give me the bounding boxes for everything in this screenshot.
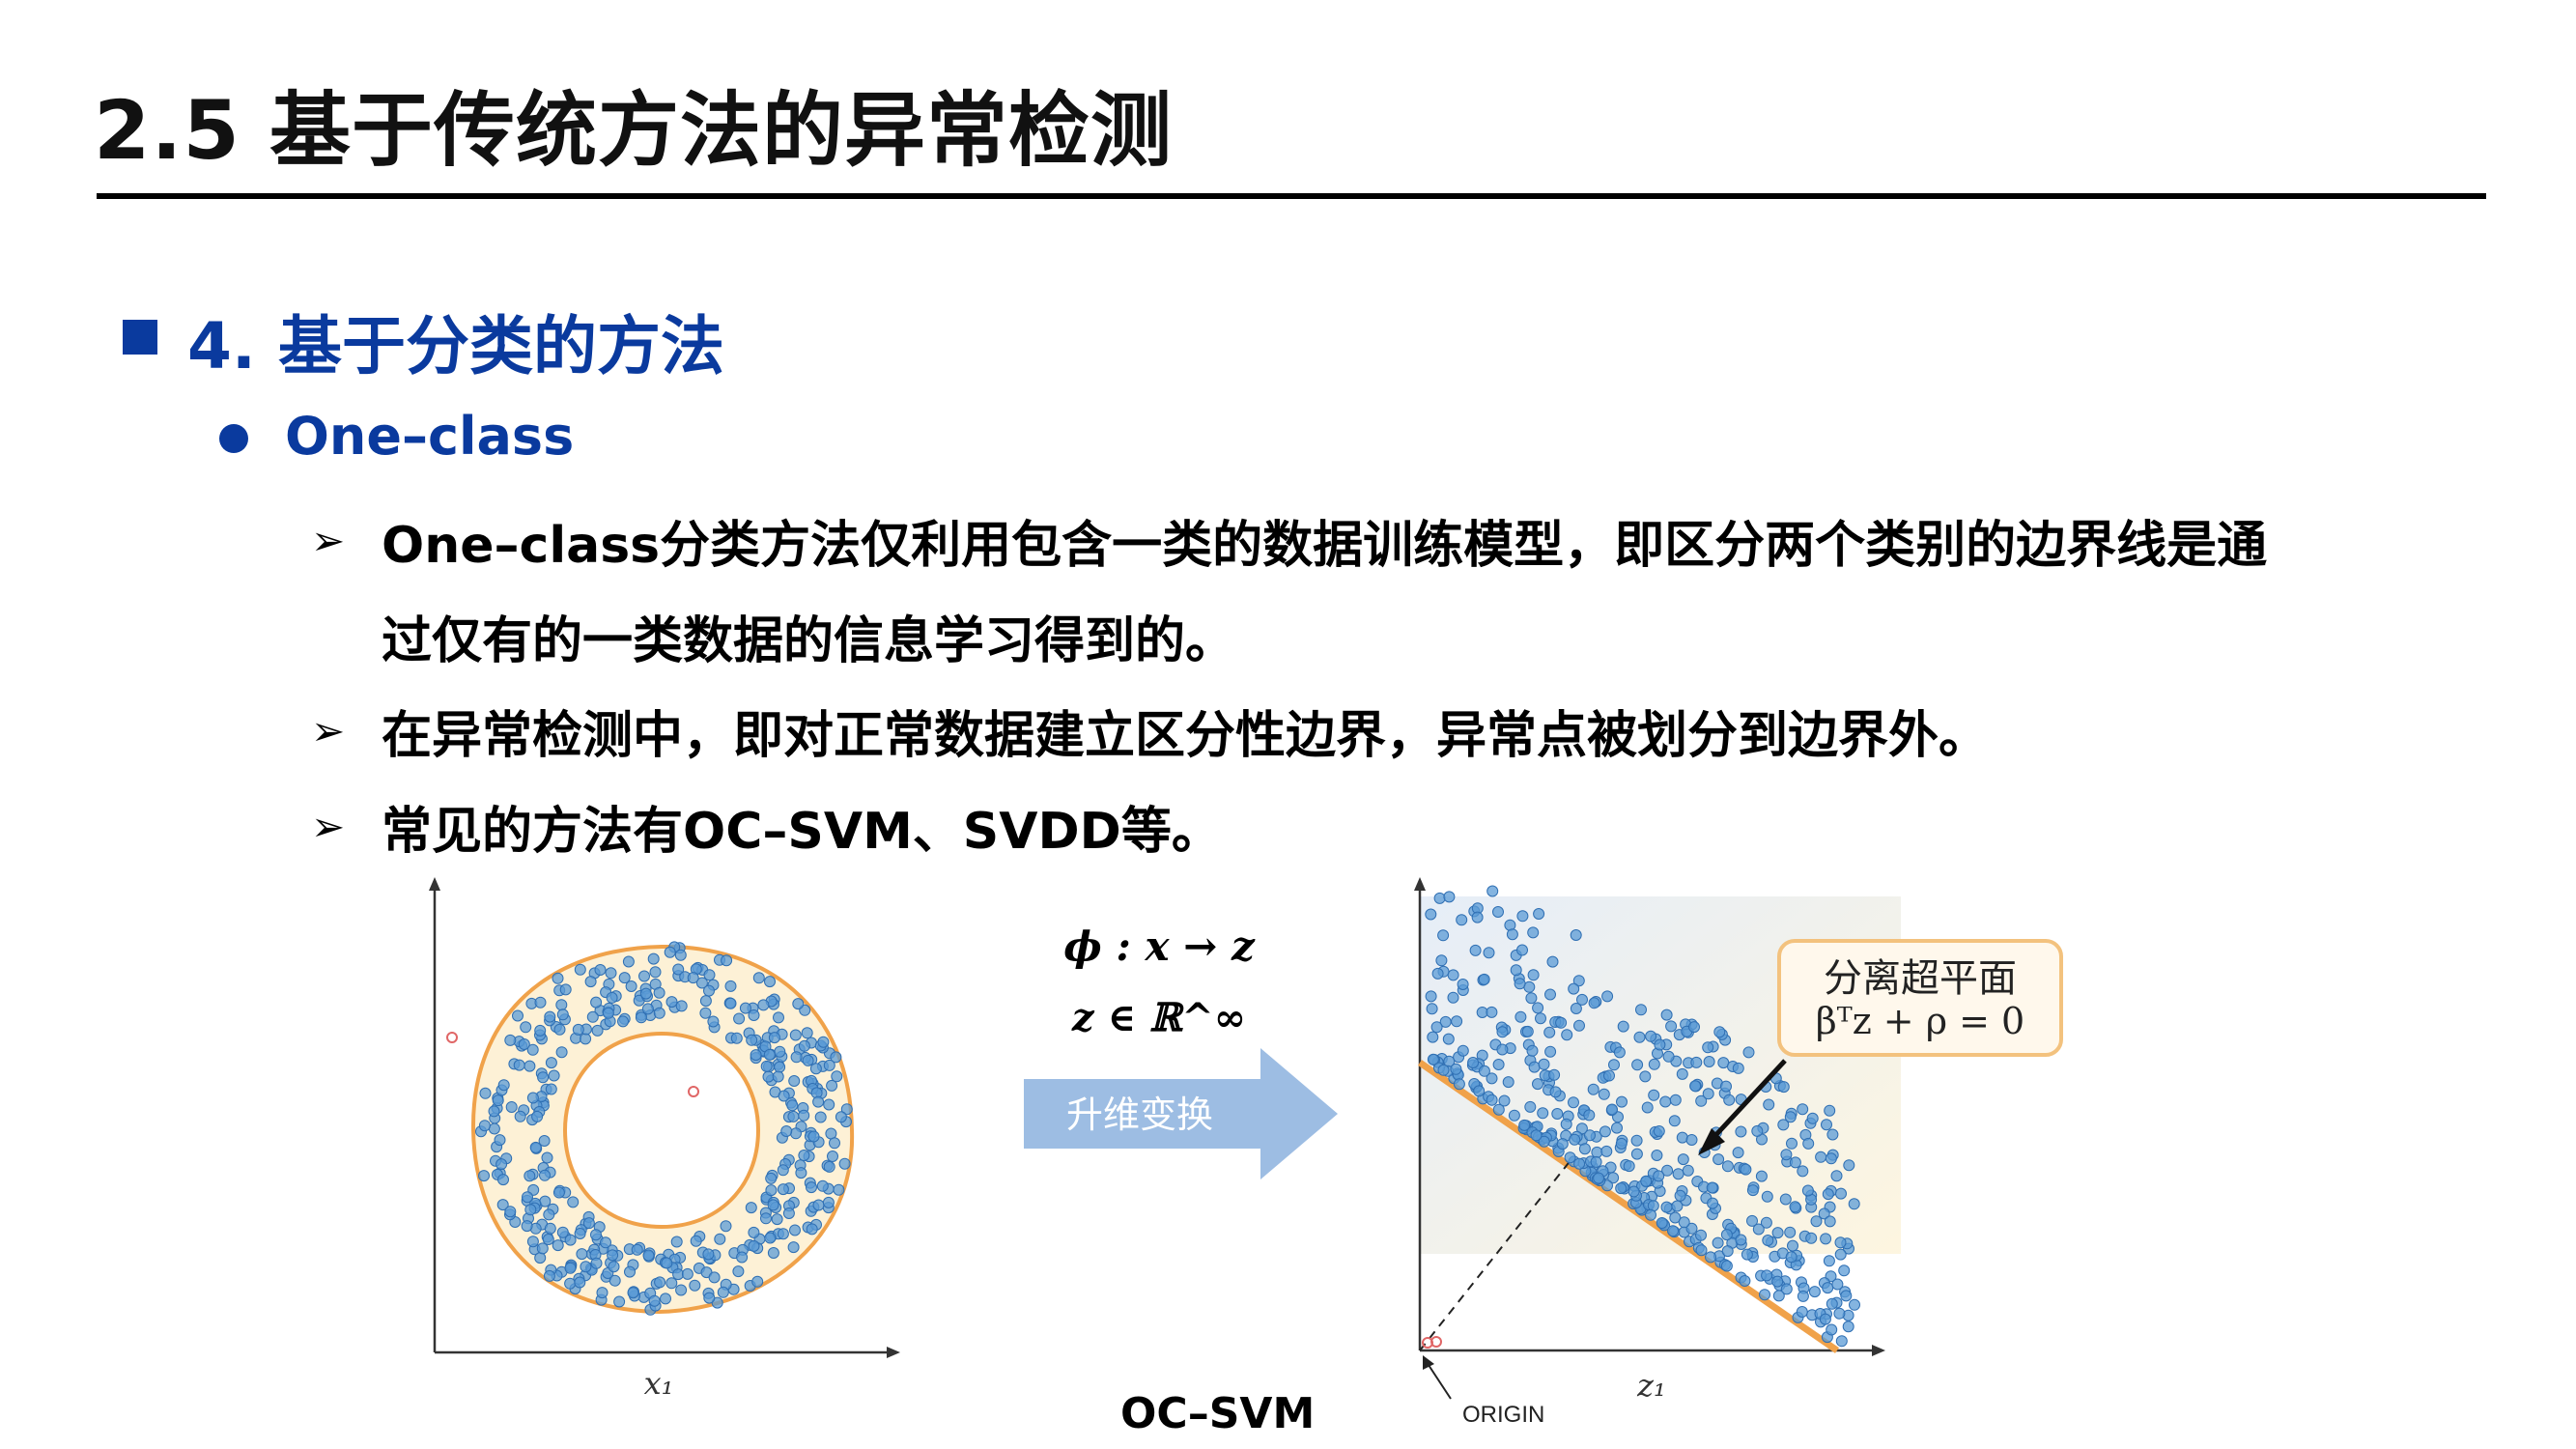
arrow-bullet-icon: ➢ <box>311 803 346 850</box>
square-bullet-icon <box>123 320 157 355</box>
circle-bullet-icon <box>219 424 248 453</box>
left-y-axis-label: x₂ <box>406 1108 411 1138</box>
transform-arrow-icon: 升维变换 <box>1024 1048 1338 1179</box>
subsection-heading: One–class <box>285 406 575 467</box>
callout-title: 分离超平面 <box>1824 956 2017 1001</box>
right-x-axis-label: z₁ <box>1636 1367 1666 1404</box>
mapping-formula: ϕ : x → z <box>1063 923 1255 970</box>
bullet-text-1: One–class分类方法仅利用包含一类的数据训练模型，即区分两个类别的边界线是… <box>382 517 2268 575</box>
origin-label: ORIGIN <box>1462 1402 1544 1428</box>
bullet-text-1-cont: 过仅有的一类数据的信息学习得到的。 <box>382 612 1236 670</box>
section-heading: 4. 基于分类的方法 <box>187 309 724 384</box>
feature-space-plot: ORIGIN z₂ z₁ <box>1391 877 1901 1428</box>
arrow-bullet-icon: ➢ <box>311 707 346 754</box>
normal-data-points <box>475 941 853 1316</box>
arrow-bullet-icon: ➢ <box>311 517 346 564</box>
bullet-text-3: 常见的方法有OC–SVM、SVDD等。 <box>382 803 1222 861</box>
transform-label: 升维变换 <box>1066 1094 1213 1136</box>
figure-caption: OC–SVM <box>1120 1389 1316 1438</box>
input-space-plot: x₂ x₁ <box>406 877 900 1402</box>
title-divider <box>97 193 2486 199</box>
callout-equation: βᵀz + ρ = 0 <box>1815 1000 2025 1042</box>
outlier-point <box>1430 1336 1442 1348</box>
outlier-point <box>446 1032 458 1043</box>
hyperplane-callout <box>1777 939 2063 1057</box>
right-y-axis-label: z₂ <box>1391 1092 1397 1122</box>
mapping-space: z ∈ ℝ^∞ <box>1071 995 1247 1040</box>
outlier-point <box>688 1086 699 1097</box>
bullet-text-2: 在异常检测中，即对正常数据建立区分性边界，异常点被划分到边界外。 <box>382 707 1990 765</box>
left-x-axis-label: x₁ <box>644 1365 674 1402</box>
page-title: 2.5 基于传统方法的异常检测 <box>94 83 1174 178</box>
